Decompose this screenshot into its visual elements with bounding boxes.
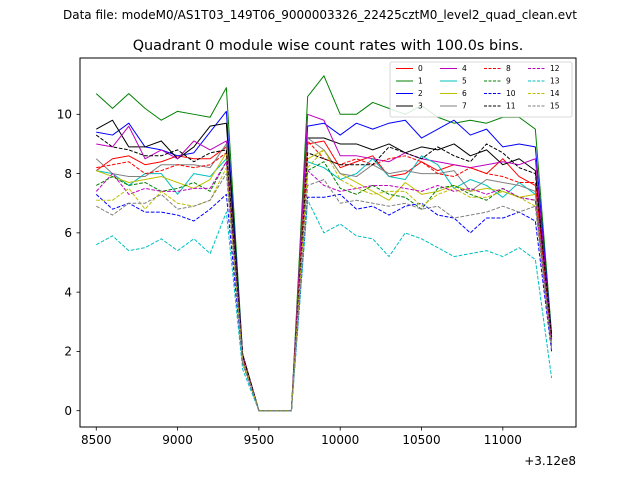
series-line-3 xyxy=(96,119,553,412)
legend-label-14: 14 xyxy=(550,89,560,98)
legend-label-4: 4 xyxy=(462,64,467,73)
series-line-10 xyxy=(95,193,553,412)
series-line-15 xyxy=(96,173,553,412)
legend-label-7: 7 xyxy=(462,102,467,111)
x-tick-label: 9500 xyxy=(244,433,275,447)
legend-label-10: 10 xyxy=(506,89,516,98)
plot-series xyxy=(95,75,553,412)
series-line-8 xyxy=(96,140,553,412)
y-tick-label: 2 xyxy=(64,345,72,359)
series-line-5 xyxy=(96,155,553,412)
series-line-11 xyxy=(95,134,553,412)
x-tick-label: 9000 xyxy=(162,433,193,447)
series-line-1 xyxy=(95,75,553,412)
y-tick-label: 10 xyxy=(57,108,72,122)
series-line-14 xyxy=(96,149,553,412)
x-tick-label: 10000 xyxy=(321,433,359,447)
legend-label-8: 8 xyxy=(506,64,511,73)
series-line-4 xyxy=(96,113,553,412)
series-line-2 xyxy=(96,110,553,412)
legend-label-13: 13 xyxy=(550,77,560,86)
y-tick-label: 6 xyxy=(64,226,72,240)
plot-frame xyxy=(79,57,577,428)
legend-label-2: 2 xyxy=(418,89,423,98)
legend-label-5: 5 xyxy=(462,77,467,86)
legend-label-3: 3 xyxy=(418,102,423,111)
legend-label-11: 11 xyxy=(506,102,516,111)
y-tick-label: 4 xyxy=(64,285,72,299)
legend-box xyxy=(389,61,573,118)
legend-label-0: 0 xyxy=(418,64,423,73)
suptitle: Data file: modeM0/AS1T03_149T06_90000033… xyxy=(63,8,577,22)
legend-label-12: 12 xyxy=(550,64,560,73)
series-line-9 xyxy=(96,161,553,412)
y-tick-label: 0 xyxy=(64,404,72,418)
chart-title: Quadrant 0 module wise count rates with … xyxy=(133,38,524,54)
series-line-12 xyxy=(95,161,553,412)
x-axis-offset-label: +3.12e8 xyxy=(524,454,576,468)
legend-label-15: 15 xyxy=(550,102,560,111)
legend-label-9: 9 xyxy=(506,77,511,86)
y-tick-label: 8 xyxy=(64,167,72,181)
x-tick-label: 11000 xyxy=(484,433,522,447)
legend-label-6: 6 xyxy=(462,89,467,98)
x-tick-label: 8500 xyxy=(81,433,112,447)
x-axis: 8500 9000 9500 10000 10500 11000 xyxy=(81,427,522,447)
legend-label-1: 1 xyxy=(418,77,423,86)
x-tick-label: 10500 xyxy=(402,433,440,447)
series-line-13 xyxy=(96,199,553,412)
y-axis: 0 2 4 6 8 10 xyxy=(57,108,80,418)
